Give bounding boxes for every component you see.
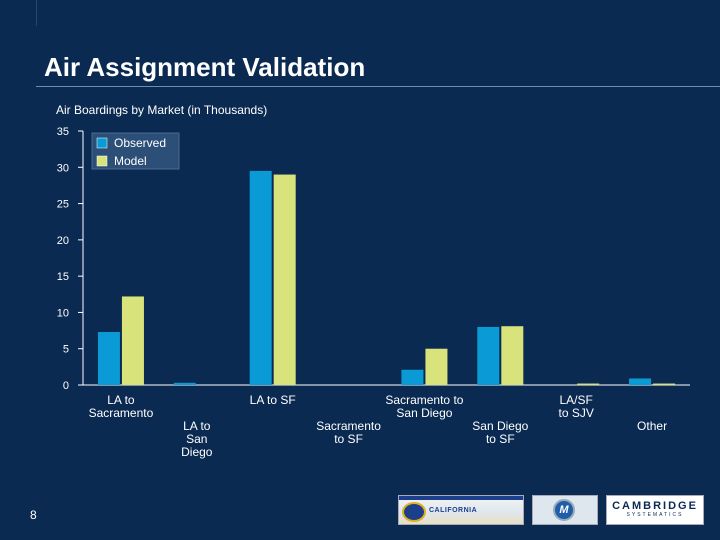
observed-bar [477,326,500,385]
observed-bar [401,369,424,385]
observed-bar [629,378,652,385]
y-tick-label: 20 [57,235,69,247]
x-category-label: to SF [486,432,515,446]
x-category-label: Diego [181,445,213,459]
legend-swatch [96,137,108,149]
x-category-label: Sacramento [89,406,154,420]
m-logo: M [532,495,598,525]
y-tick-label: 15 [57,271,69,283]
model-bar [425,348,448,385]
legend-label: Observed [114,136,166,150]
observed-bar [249,170,272,385]
model-bar [577,383,600,385]
x-category-label: LA/SF [560,393,593,407]
x-category-label: Other [637,419,667,433]
observed-bar [173,382,196,385]
california-logo-text: CALIFORNIA [429,507,478,514]
y-tick-label: 0 [63,380,69,392]
x-category-label: San Diego [472,419,528,433]
logo-band [399,496,523,500]
x-category-label: Sacramento to [385,393,463,407]
cambridge-logo: CAMBRIDGE SYSTEMATICS [606,495,704,525]
x-category-label: to SJV [559,406,594,420]
y-tick-label: 5 [63,344,69,356]
legend-label: Model [114,154,147,168]
title-divider [36,86,720,87]
slide-title: Air Assignment Validation [44,52,366,82]
x-category-label: Sacramento [316,419,381,433]
y-tick-label: 25 [57,199,69,211]
frame-line [36,0,37,26]
m-logo-icon: M [553,499,575,521]
y-tick-label: 10 [57,307,69,319]
model-bar [121,296,144,385]
california-emblem-icon [402,502,426,522]
x-category-label: LA to SF [250,393,296,407]
y-tick-label: 35 [57,126,69,138]
page-number: 8 [30,508,37,522]
x-category-label: LA to [183,419,211,433]
cambridge-logo-text: CAMBRIDGE [612,500,698,512]
legend-swatch [96,155,108,167]
y-tick-label: 30 [57,162,69,174]
model-bar [501,326,524,385]
california-logo: CALIFORNIA [398,495,524,525]
model-bar [273,174,296,385]
chart-subtitle: Air Boardings by Market (in Thousands) [56,103,268,117]
cambridge-logo-subtext: SYSTEMATICS [626,512,684,518]
observed-bar [97,332,120,385]
x-category-label: LA to [107,393,135,407]
model-bar [653,383,676,385]
x-category-label: to SF [334,432,363,446]
x-category-label: San [186,432,207,446]
x-category-label: San Diego [396,406,452,420]
